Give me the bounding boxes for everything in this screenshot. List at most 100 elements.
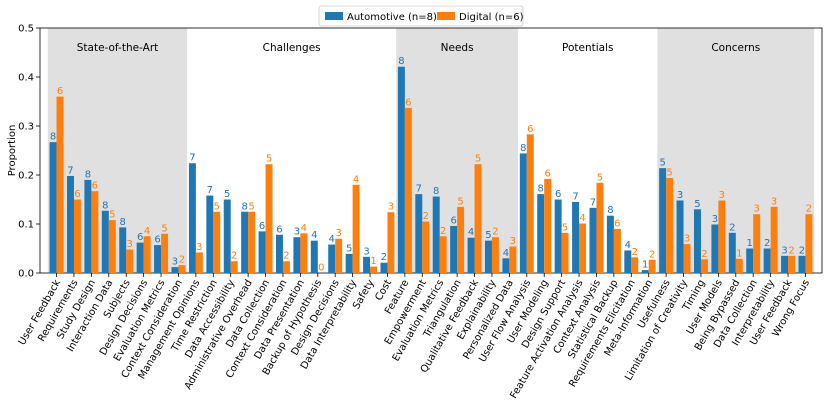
bar-digital bbox=[700, 259, 708, 273]
bar-label-automotive: 8 bbox=[607, 205, 613, 216]
bar-digital bbox=[457, 206, 465, 273]
y-tick-label: 0.1 bbox=[18, 220, 34, 231]
bar-label-automotive: 4 bbox=[329, 234, 335, 245]
bar-label-digital: 6 bbox=[57, 86, 63, 97]
bar-label-digital: 4 bbox=[301, 223, 307, 234]
bar-digital bbox=[56, 96, 64, 273]
bar-digital bbox=[73, 199, 81, 273]
bar-label-digital: 2 bbox=[423, 211, 429, 222]
bar-digital bbox=[718, 200, 726, 273]
bar-label-digital: 5 bbox=[109, 210, 115, 221]
bar-label-digital: 5 bbox=[248, 201, 254, 212]
bar-automotive bbox=[624, 250, 632, 273]
y-tick-label: 0.5 bbox=[18, 24, 34, 35]
bar-label-digital: 2 bbox=[806, 204, 812, 215]
bar-automotive bbox=[328, 244, 336, 273]
bar-label-digital: 2 bbox=[701, 249, 707, 260]
bar-label-automotive: 3 bbox=[172, 257, 178, 268]
bar-label-digital: 5 bbox=[161, 223, 167, 234]
y-tick-label: 0.4 bbox=[18, 73, 34, 84]
bar-automotive bbox=[572, 201, 580, 273]
bar-label-digital: 3 bbox=[719, 190, 725, 201]
bar-label-automotive: 8 bbox=[241, 201, 247, 212]
bar-label-digital: 2 bbox=[788, 245, 794, 256]
y-tick-label: 0.3 bbox=[18, 122, 34, 133]
bar-label-digital: 3 bbox=[127, 239, 133, 250]
legend-label-automotive: Automotive (n=8) bbox=[347, 12, 437, 23]
bar-automotive bbox=[380, 262, 388, 273]
bar-automotive bbox=[763, 248, 771, 273]
bar-label-digital: 3 bbox=[510, 236, 516, 247]
bar-label-automotive: 2 bbox=[764, 238, 770, 249]
bar-label-digital: 6 bbox=[74, 189, 80, 200]
bar-label-automotive: 1 bbox=[747, 238, 753, 249]
bar-digital bbox=[230, 261, 238, 273]
bar-label-automotive: 5 bbox=[346, 243, 352, 254]
bar-automotive bbox=[781, 255, 789, 273]
bar-automotive bbox=[728, 232, 736, 273]
legend-box bbox=[318, 5, 524, 27]
bar-label-automotive: 5 bbox=[224, 189, 230, 200]
bar-automotive bbox=[641, 270, 649, 273]
bar-digital bbox=[213, 211, 221, 273]
bar-label-automotive: 6 bbox=[450, 215, 456, 226]
bar-label-digital: 5 bbox=[214, 201, 220, 212]
bar-digital bbox=[91, 191, 99, 273]
bar-label-automotive: 4 bbox=[625, 240, 631, 251]
bar-label-digital: 6 bbox=[92, 181, 98, 192]
bar-label-automotive: 4 bbox=[503, 248, 509, 259]
bar-automotive bbox=[554, 199, 562, 273]
bar-digital bbox=[526, 134, 534, 273]
bar-digital bbox=[735, 258, 743, 273]
bar-digital bbox=[491, 237, 499, 273]
bar-digital bbox=[370, 266, 378, 273]
bar-label-automotive: 4 bbox=[311, 230, 317, 241]
bar-automotive bbox=[136, 242, 144, 273]
bar-digital bbox=[666, 177, 674, 273]
bar-automotive bbox=[171, 267, 179, 273]
bar-label-automotive: 2 bbox=[381, 252, 387, 263]
bar-digital bbox=[561, 232, 569, 273]
bar-label-digital: 4 bbox=[353, 174, 359, 185]
bar-digital bbox=[387, 212, 395, 273]
bar-automotive bbox=[415, 194, 423, 273]
bar-label-digital: 2 bbox=[440, 226, 446, 237]
plot-frame bbox=[39, 27, 823, 274]
bar-label-automotive: 1 bbox=[642, 260, 648, 271]
bar-automotive bbox=[676, 200, 684, 273]
bar-label-digital: 3 bbox=[196, 242, 202, 253]
bar-label-digital: 6 bbox=[527, 124, 533, 135]
bar-label-digital: 3 bbox=[771, 196, 777, 207]
bar-label-automotive: 7 bbox=[189, 153, 195, 164]
bar-label-digital: 3 bbox=[388, 202, 394, 213]
bar-digital bbox=[108, 220, 116, 273]
bar-label-automotive: 6 bbox=[154, 235, 160, 246]
bar-digital bbox=[422, 221, 430, 273]
bar-digital bbox=[544, 178, 552, 273]
bar-automotive bbox=[310, 240, 318, 273]
bar-label-digital: 2 bbox=[283, 251, 289, 262]
bar-automotive bbox=[537, 194, 545, 273]
bar-automotive bbox=[484, 240, 492, 273]
y-tick-label: 0.0 bbox=[18, 269, 34, 280]
bar-label-automotive: 3 bbox=[294, 227, 300, 238]
bar-digital bbox=[770, 206, 778, 273]
bar-label-automotive: 8 bbox=[520, 143, 526, 154]
bar-automotive bbox=[293, 237, 301, 273]
bar-label-digital: 6 bbox=[614, 218, 620, 229]
bar-digital bbox=[282, 261, 290, 273]
bar-digital bbox=[509, 246, 517, 273]
bar-digital bbox=[161, 233, 169, 273]
bar-label-digital: 0 bbox=[318, 263, 324, 274]
bar-digital bbox=[335, 238, 343, 273]
bar-automotive bbox=[798, 255, 806, 273]
y-tick-label: 0.2 bbox=[18, 171, 34, 182]
bar-label-automotive: 3 bbox=[712, 214, 718, 225]
bar-automotive bbox=[154, 245, 162, 273]
bar-automotive bbox=[502, 258, 510, 273]
bar-digital bbox=[126, 249, 134, 273]
section-title: Potentials bbox=[562, 42, 613, 54]
bar-label-automotive: 8 bbox=[102, 200, 108, 211]
bar-label-digital: 2 bbox=[649, 249, 655, 260]
